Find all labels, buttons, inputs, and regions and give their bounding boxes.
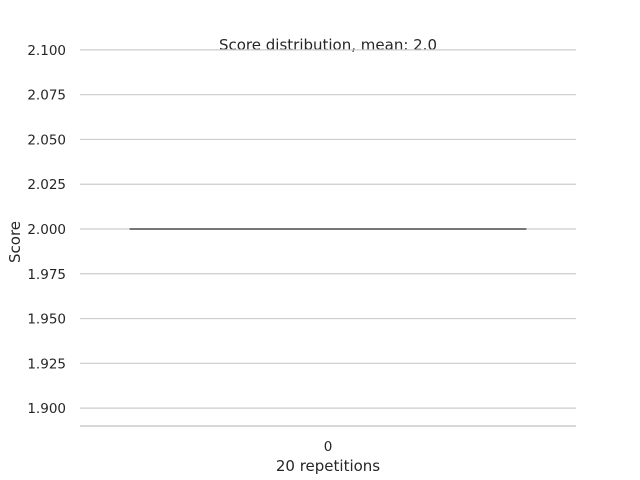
- x-tick-labels: 0: [324, 439, 333, 455]
- y-tick-label: 1.900: [27, 401, 66, 417]
- y-tick-label: 2.100: [27, 43, 66, 59]
- y-axis-label: Score: [6, 221, 24, 263]
- y-tick-label: 1.975: [27, 267, 66, 283]
- y-tick-label: 2.050: [27, 132, 66, 148]
- y-tick-label: 2.025: [27, 177, 66, 193]
- x-axis-label: 20 repetitions: [276, 457, 380, 475]
- y-tick-label: 1.950: [27, 312, 66, 328]
- y-tick-label: 1.925: [27, 356, 66, 372]
- y-tick-labels: 1.900 1.925 1.950 1.975 2.000 2.025 2.050 2.075…: [27, 43, 66, 417]
- y-tick-label: 2.000: [27, 222, 66, 238]
- chart-title: Score distribution, mean: 2.0: [219, 36, 437, 54]
- x-tick-label: 0: [324, 439, 333, 455]
- y-tick-label: 2.075: [27, 88, 66, 104]
